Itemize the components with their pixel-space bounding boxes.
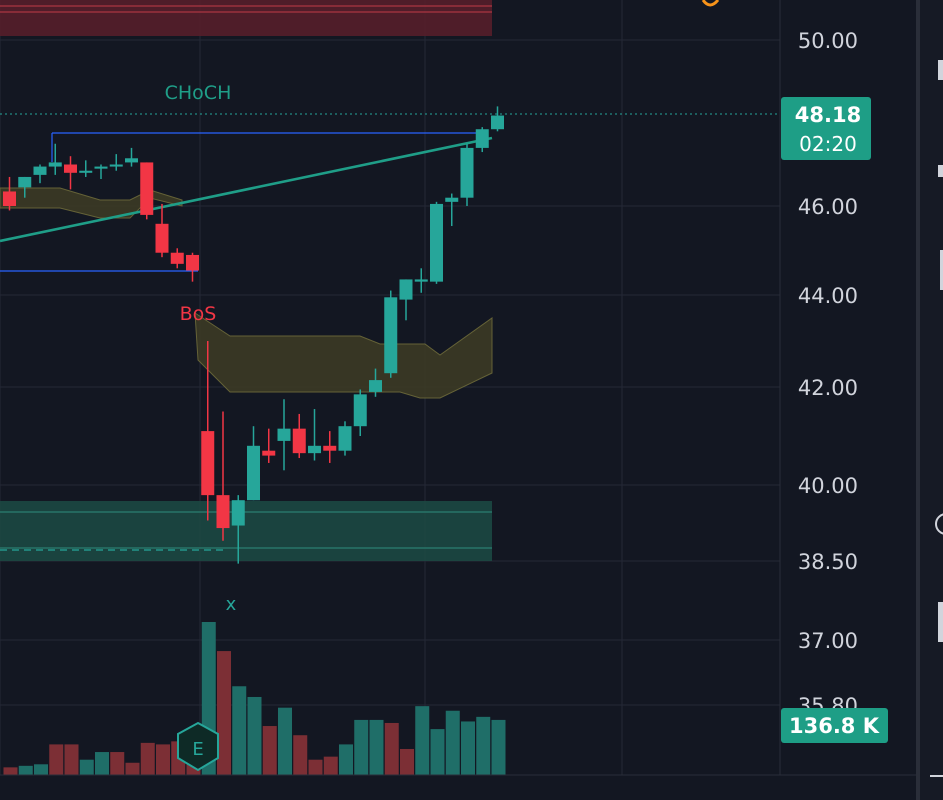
volume-bar-1 [18,765,33,775]
x-marker-label: x [226,594,237,615]
candle-30 [460,143,474,206]
volume-bar-30 [461,721,475,775]
volume-bar-14 [217,651,231,775]
candle-15 [231,495,245,564]
candle-9 [140,162,154,220]
supply-zone [0,0,492,36]
volume-bar-9 [140,742,155,775]
candle-0 [3,176,16,211]
candle-27 [414,268,428,293]
candle-7 [109,154,123,171]
volume-bar-17 [262,726,277,775]
panel-splitter[interactable] [916,0,920,800]
candle-31 [475,127,489,153]
candle-28 [430,201,443,284]
volume-bar-31 [476,716,491,775]
y-tick-label-2: 44.00 [798,284,858,308]
volume-bar-26 [400,748,414,775]
volume-value: 136.8 K [789,714,880,738]
candle-21 [323,431,337,463]
candle-20 [308,409,321,461]
y-tick-label-1: 46.00 [798,195,858,219]
candle-13 [201,341,215,521]
volume-bar-19 [293,735,308,775]
trendline [0,136,493,243]
candle-5 [79,160,93,177]
y-tick-label-4: 40.00 [798,474,858,498]
candle-24 [369,368,382,397]
bar-countdown: 02:20 [799,132,857,156]
candles [3,106,504,564]
side-panel-glyphs [930,60,943,777]
volume-bar-21 [323,756,338,775]
candle-17 [262,428,276,463]
volume-bar-29 [445,710,460,775]
volume-bar-16 [247,696,262,775]
volume-bar-25 [384,722,399,775]
candle-8 [125,147,138,167]
volume-bar-15 [232,686,247,775]
y-tick-label-5: 38.50 [798,550,858,574]
y-tick-label-3: 42.00 [798,376,858,400]
candle-19 [292,413,306,459]
earnings-icon [177,721,219,772]
volume-bar-8 [125,762,140,775]
cloud-band-lower [194,312,493,399]
y-tick-label-0: 50.00 [798,29,858,53]
volume-bar-23 [354,719,369,775]
demand-zone [0,501,492,561]
orange-glyph [701,0,720,7]
volume-bar-27 [415,706,430,775]
candle-14 [216,411,230,541]
y-tick-label-6: 37.00 [798,629,858,653]
volume-bar-4 [64,744,79,775]
candle-12 [186,252,199,282]
candle-18 [277,399,291,471]
candle-22 [338,421,352,456]
volume-bar-28 [430,729,445,775]
candle-6 [94,164,108,180]
cloud-band-upper [0,187,183,219]
side-panel[interactable] [916,0,943,800]
volume-bar-10 [156,744,170,775]
earnings-badge-label: E [192,739,203,760]
volume-bar-2 [34,764,48,775]
volume-bar-20 [308,759,323,775]
volume-bar-0 [3,767,18,775]
candle-25 [384,290,398,378]
candle-4 [64,156,77,190]
candle-16 [247,426,260,501]
volume-bar-24 [369,719,384,775]
volume-bar-5 [79,759,94,775]
candle-2 [33,164,47,184]
candle-11 [170,248,184,269]
bos-label: BoS [180,303,217,325]
volume-badge: 136.8 K [781,708,888,743]
volume-bar-18 [278,707,292,775]
candle-23 [353,389,367,436]
candle-1 [18,176,32,198]
earnings-badge[interactable]: E [177,721,219,772]
choch-label: CHoCH [165,82,232,104]
volume-bar-32 [491,719,506,775]
volume-bar-7 [110,752,125,775]
volume-bar-6 [95,752,109,775]
volume-bar-3 [49,744,64,775]
last-price-value: 48.18 [795,103,861,127]
candle-29 [445,193,459,227]
candle-26 [399,279,413,321]
candle-10 [155,203,169,258]
candle-3 [48,143,62,175]
time-axis[interactable] [0,775,916,800]
candle-32 [491,106,504,132]
volume-bar-22 [339,744,353,775]
last-price-badge: 48.18 02:20 [781,97,871,160]
